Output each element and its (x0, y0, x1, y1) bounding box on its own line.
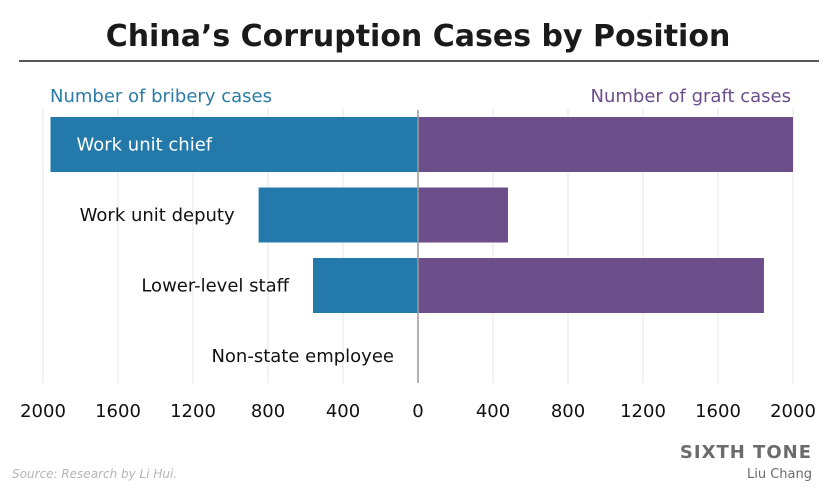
x-axis-ticks: 2000 1600 1200 800 400 0 400 800 1200 1600 2000 (20, 401, 816, 422)
bar-graft (418, 258, 764, 313)
bar-bribery (313, 258, 418, 313)
x-tick-label: 800 (551, 401, 585, 422)
left-series-label: Number of bribery cases (50, 86, 272, 107)
x-tick-label: 800 (251, 401, 285, 422)
category-label: Work unit chief (77, 135, 213, 156)
bar-graft (418, 117, 793, 172)
x-tick-label: 2000 (770, 401, 816, 422)
x-tick-label: 400 (476, 401, 510, 422)
bar-bribery (50, 117, 418, 172)
x-tick-label: 2000 (20, 401, 66, 422)
x-tick-label: 1200 (170, 401, 216, 422)
author-credit: Liu Chang (747, 467, 812, 482)
category-label: Work unit deputy (80, 205, 235, 226)
chart-title: China’s Corruption Cases by Position (106, 19, 731, 54)
category-label: Non-state employee (211, 346, 394, 367)
x-tick-label: 1200 (620, 401, 666, 422)
x-tick-label: 0 (412, 401, 423, 422)
category-labels: Work unit chief Work unit deputy Lower-lev… (77, 135, 395, 368)
right-series-label: Number of graft cases (590, 86, 791, 107)
source-note: Source: Research by Li Hui. (12, 467, 177, 481)
bar-graft (418, 187, 508, 243)
x-tick-label: 1600 (695, 401, 741, 422)
x-tick-label: 1600 (95, 401, 141, 422)
bars (50, 110, 793, 383)
x-tick-label: 400 (326, 401, 360, 422)
brand-logo: SIXTH TONE (680, 442, 812, 463)
bar-bribery (258, 187, 418, 243)
category-label: Lower-level staff (141, 276, 289, 297)
